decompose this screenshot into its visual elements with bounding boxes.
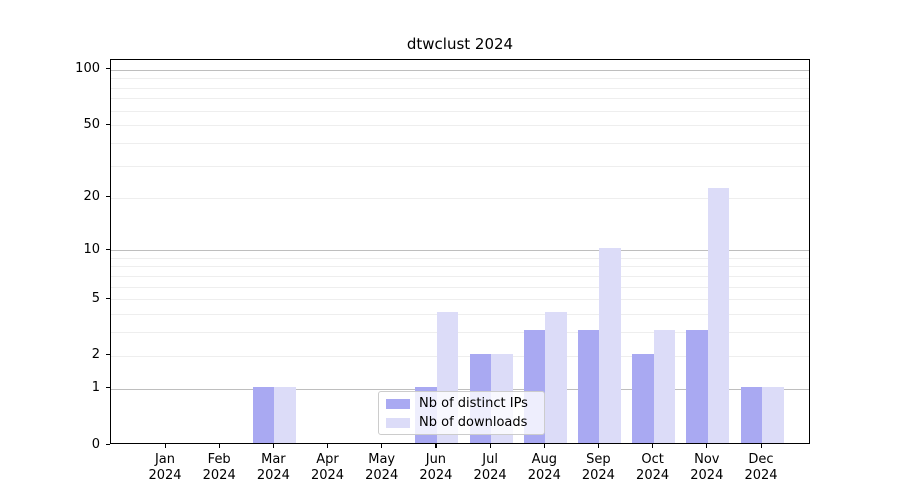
x-tick-mark-aug: [543, 444, 545, 448]
legend-label-distinct-ips: Nb of distinct IPs: [419, 395, 528, 411]
x-tick-mark-jun: [435, 444, 437, 448]
x-tick-label-dec: Dec 2024: [744, 452, 778, 483]
x-tick-mark-sep: [597, 444, 600, 448]
gridline-minor-3: [111, 332, 809, 334]
gridline-minor-5: [111, 299, 809, 301]
bar-ips-oct: [632, 353, 654, 443]
legend-swatch-downloads: [386, 417, 410, 428]
x-tick-label-feb: Feb 2024: [202, 452, 236, 483]
x-tick-label-nov: Nov 2024: [690, 452, 724, 483]
x-tick-mark-oct: [652, 444, 654, 448]
gridline-minor-80: [111, 87, 809, 89]
x-tick-mark-may: [381, 444, 383, 448]
y-tick-label-0: 0: [91, 436, 100, 452]
x-tick-label-may: May 2024: [365, 452, 399, 483]
y-tick-label-20: 20: [83, 189, 100, 204]
legend: Nb of distinct IPs Nb of downloads: [378, 391, 545, 435]
x-tick-mark-apr: [327, 444, 329, 448]
bar-ips-sep: [577, 330, 600, 443]
x-tick-label-jan: Jan 2024: [148, 452, 182, 483]
legend-item-distinct-ips: Nb of distinct IPs: [386, 395, 537, 411]
gridline-minor-70: [111, 98, 809, 100]
legend-item-downloads: Nb of downloads: [386, 414, 537, 430]
x-tick-label-aug: Aug 2024: [527, 452, 561, 483]
y-tick-mark-100: [105, 68, 110, 70]
x-tick-mark-mar: [272, 444, 275, 448]
bar-downloads-sep: [599, 248, 621, 443]
y-tick-mark-5: [105, 297, 110, 299]
x-tick-mark-nov: [706, 444, 708, 448]
y-tick-mark-1: [105, 387, 110, 389]
gridline-minor-30: [111, 165, 809, 167]
bar-downloads-dec: [762, 386, 784, 443]
chart-title: dtwclust 2024: [406, 35, 514, 53]
bar-downloads-nov: [707, 188, 730, 443]
gridline-minor-4: [111, 314, 809, 316]
x-tick-mark-jul: [489, 444, 491, 448]
gridline-minor-7: [111, 275, 809, 277]
gridline-minor-20: [111, 197, 809, 199]
gridline-minor-40: [111, 143, 809, 145]
x-tick-mark-jan: [164, 444, 166, 448]
x-tick-label-apr: Apr 2024: [310, 452, 345, 483]
x-tick-label-sep: Sep 2024: [581, 452, 615, 483]
y-tick-label-10: 10: [83, 241, 100, 257]
bar-ips-dec: [740, 386, 762, 443]
y-tick-label-2: 2: [91, 347, 100, 363]
y-tick-mark-20: [105, 196, 110, 198]
x-tick-label-oct: Oct 2024: [636, 452, 670, 483]
gridline-major-10: [111, 250, 809, 252]
gridline-minor-8: [111, 266, 809, 268]
x-tick-label-mar: Mar 2024: [256, 452, 290, 483]
plot-area: [110, 59, 810, 444]
gridline-minor-60: [111, 110, 809, 112]
y-tick-mark-0: [105, 443, 110, 445]
gridline-major-1: [111, 388, 809, 390]
y-tick-label-1: 1: [91, 380, 100, 396]
gridline-minor-50: [111, 125, 809, 127]
legend-swatch-distinct-ips: [386, 398, 410, 409]
x-tick-label-jun: Jun 2024: [419, 452, 453, 483]
gridline-minor-6: [111, 286, 809, 288]
y-tick-label-5: 5: [91, 290, 100, 306]
gridline-minor-2: [111, 355, 809, 357]
bar-downloads-mar: [274, 386, 296, 443]
y-tick-mark-10: [105, 248, 110, 250]
x-tick-mark-feb: [218, 444, 220, 448]
y-tick-mark-50: [105, 123, 110, 125]
legend-label-downloads: Nb of downloads: [419, 414, 528, 430]
gridline-major-100: [111, 69, 809, 71]
x-tick-label-jul: Jul 2024: [473, 452, 507, 483]
y-tick-mark-2: [105, 354, 110, 356]
y-tick-label-100: 100: [75, 61, 100, 77]
gridline-minor-90: [111, 78, 809, 80]
y-tick-label-50: 50: [83, 116, 100, 132]
bar-ips-mar: [252, 386, 275, 443]
bar-downloads-oct: [653, 330, 676, 443]
gridline-minor-9: [111, 257, 809, 259]
bar-ips-nov: [686, 330, 708, 443]
bar-downloads-aug: [545, 312, 567, 443]
x-tick-mark-dec: [760, 444, 762, 448]
